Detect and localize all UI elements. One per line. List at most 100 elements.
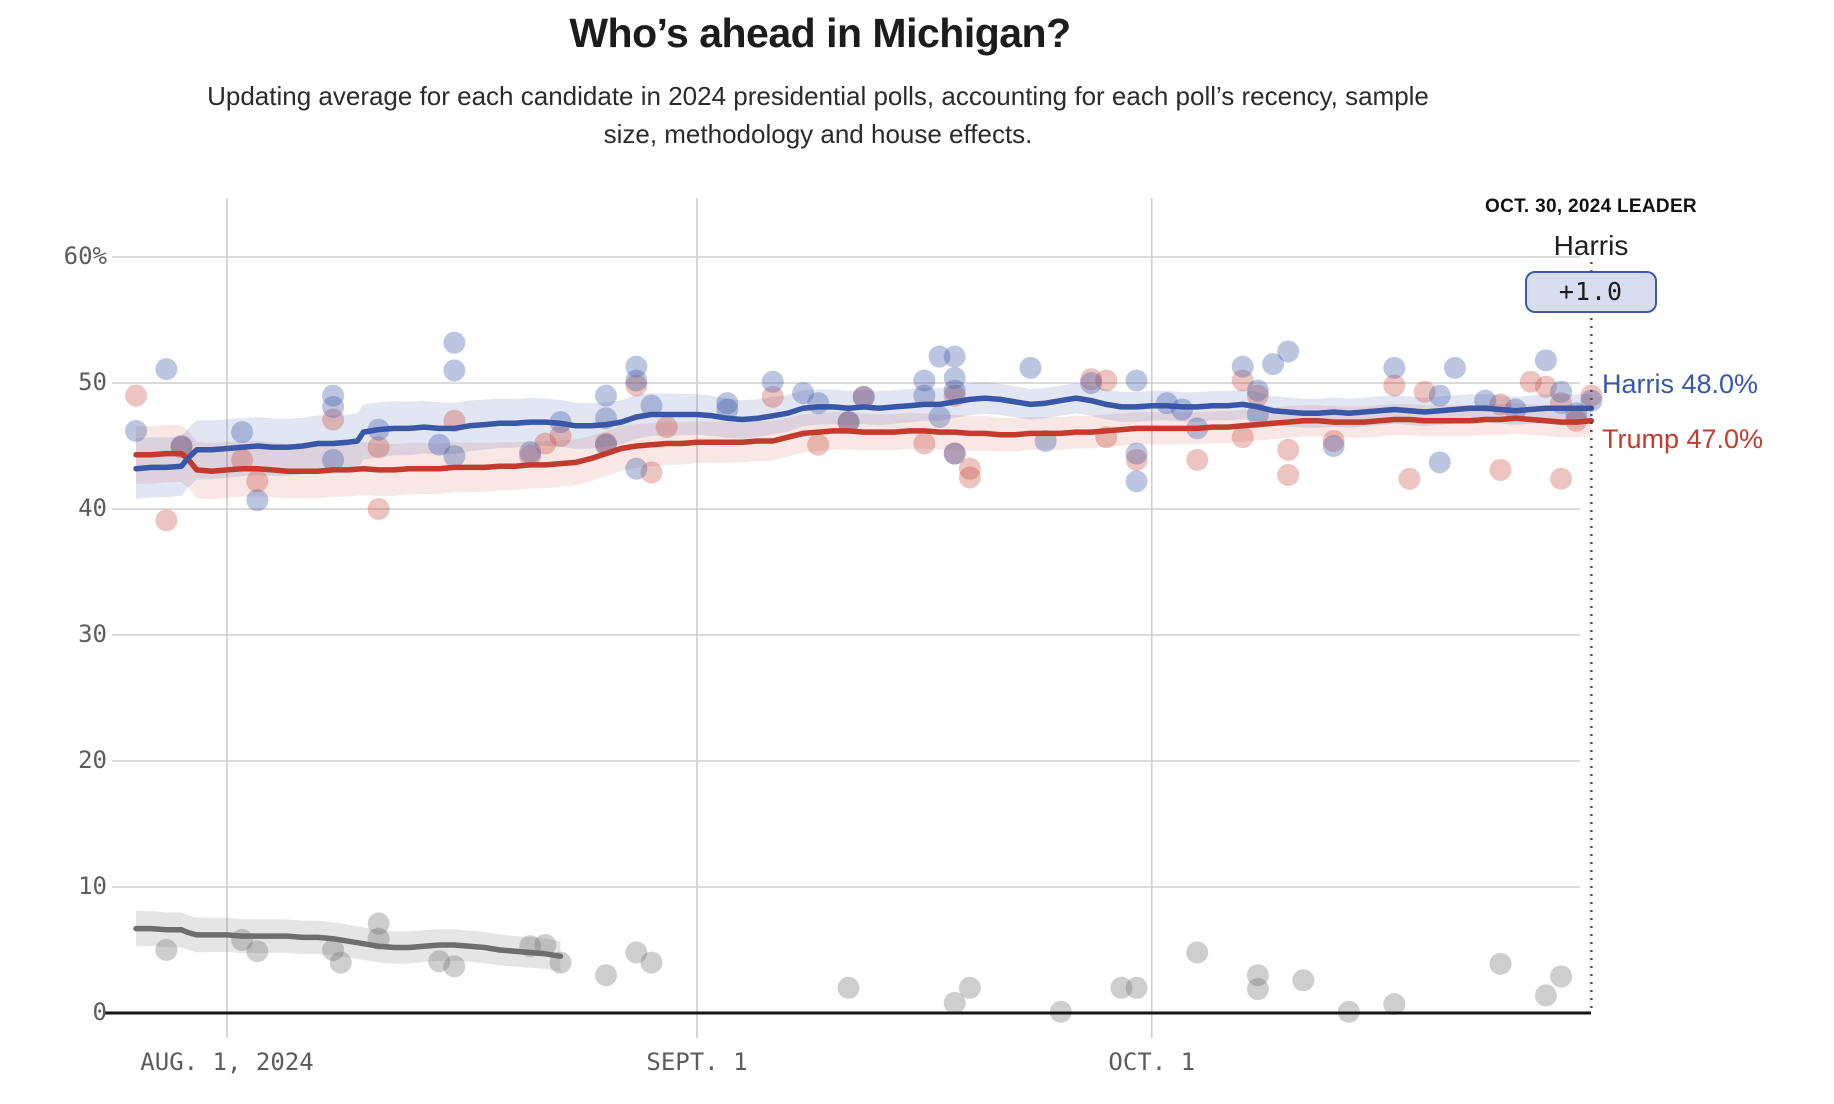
trump-poll-dot: [534, 432, 557, 455]
leader-name: Harris: [1553, 230, 1629, 261]
trump-poll-dot: [958, 457, 981, 480]
kennedy-poll-dot: [1550, 965, 1573, 988]
kennedy-poll-dot: [367, 912, 390, 935]
trump-poll-dot: [1322, 429, 1345, 452]
harris-poll-dot: [1125, 470, 1148, 493]
trump-poll-dot: [519, 445, 542, 468]
kennedy-poll-dot: [443, 955, 466, 978]
trump-poll-dot: [1398, 467, 1421, 490]
harris-poll-dot: [807, 392, 830, 415]
trump-poll-dot: [655, 416, 678, 439]
harris-poll-dot: [1383, 356, 1406, 379]
kennedy-poll-dot: [534, 933, 557, 956]
harris-poll-dot: [792, 382, 815, 405]
harris-poll-dot: [1231, 355, 1254, 378]
leader-margin-value: +1.0: [1558, 277, 1624, 306]
trump-poll-dot: [1383, 374, 1406, 397]
trump-poll-dot: [1095, 369, 1118, 392]
trump-poll-dot: [322, 408, 345, 431]
harris-poll-dot: [852, 385, 875, 408]
harris-poll-dot: [640, 394, 663, 417]
harris-poll-dot: [443, 331, 466, 354]
kennedy-poll-dot: [640, 951, 663, 974]
trump-poll-dot: [1246, 384, 1269, 407]
trump-poll-dot: [1413, 380, 1436, 403]
trump-poll-dot: [852, 385, 875, 408]
trump-poll-dot: [1080, 368, 1103, 391]
trump-end-label: Trump 47.0%: [1602, 424, 1764, 454]
trump-poll-dot: [1231, 369, 1254, 392]
trump-poll-dot: [837, 411, 860, 434]
trump-poll-dot: [1580, 384, 1603, 407]
harris-poll-dot: [322, 384, 345, 407]
x-tick-label: SEPT. 1: [646, 1048, 748, 1076]
harris-poll-dot: [913, 369, 936, 392]
kennedy-poll-dot: [837, 976, 860, 999]
harris-poll-dot: [519, 441, 542, 464]
kennedy-poll-dot: [322, 939, 345, 961]
trump-poll-dot: [1550, 467, 1573, 490]
y-tick-label: 30: [78, 620, 107, 648]
trump-poll-dot: [913, 432, 936, 455]
kennedy-poll-dot: [625, 941, 648, 964]
harris-poll-dot: [943, 366, 966, 389]
harris-poll-dot: [625, 369, 648, 392]
kennedy-poll-dot: [1246, 964, 1269, 987]
trump-poll-dot: [1186, 448, 1209, 471]
harris-poll-dot: [943, 442, 966, 465]
trump-poll-dot: [1489, 458, 1512, 481]
kennedy-poll-dot: [428, 950, 451, 973]
harris-poll-dot: [1428, 451, 1451, 474]
trump-poll-dot: [1277, 463, 1300, 486]
trump-poll-dot: [958, 466, 981, 489]
leader-margin-badge: +1.0: [1525, 271, 1657, 313]
y-tick-label: 40: [78, 494, 107, 522]
x-tick-label: AUG. 1, 2024: [140, 1048, 314, 1076]
trump-poll-dot: [1519, 370, 1542, 393]
page-subtitle: Updating average for each candidate in 2…: [207, 81, 1429, 149]
trump-poll-dot: [625, 374, 648, 397]
y-tick-label: 50: [78, 368, 107, 396]
harris-poll-dot: [1080, 372, 1103, 394]
leader-caption: OCT. 30, 2024 LEADER: [1485, 196, 1697, 217]
trump-poll-dot: [943, 442, 966, 465]
harris-poll-dot: [761, 370, 784, 393]
page-title: Who’s ahead in Michigan?: [569, 10, 1071, 56]
trump-poll-dot: [367, 498, 390, 520]
kennedy-poll-dot: [943, 991, 966, 1014]
harris-poll-dot: [1443, 356, 1466, 379]
trump-poll-dot: [549, 424, 572, 447]
trump-poll-dot: [761, 385, 784, 408]
kennedy-poll-dot: [595, 964, 617, 987]
harris-poll-dot: [928, 345, 951, 368]
kennedy-poll-dot: [1292, 969, 1315, 992]
harris-poll-dot: [1322, 435, 1345, 457]
harris-poll-dot: [322, 395, 345, 418]
harris-poll-dot: [1125, 442, 1148, 465]
kennedy-poll-dot: [1246, 978, 1269, 1001]
harris-poll-dot: [155, 358, 178, 381]
harris-poll-dot: [1550, 380, 1573, 403]
kennedy-poll-dot: [1383, 993, 1406, 1016]
kennedy-poll-dot: [329, 951, 352, 974]
harris-poll-dot: [1246, 379, 1269, 402]
kennedy-poll-dot: [1489, 952, 1512, 975]
kennedy-poll-dot: [155, 939, 178, 961]
trump-poll-dot: [640, 461, 663, 484]
harris-poll-dot: [1428, 384, 1451, 407]
harris-poll-dot: [428, 433, 451, 456]
harris-poll-dot: [625, 355, 648, 378]
trump-poll-dot: [1125, 448, 1148, 471]
harris-poll-dot: [1125, 369, 1148, 392]
kennedy-poll-dot: [1534, 984, 1557, 1007]
trump-poll-dot: [1231, 426, 1254, 449]
harris-poll-dot: [443, 359, 466, 382]
trump-poll-dot: [155, 509, 178, 532]
trump-poll-dot: [1277, 438, 1300, 461]
harris-poll-dot: [943, 379, 966, 402]
harris-band: [136, 382, 1592, 499]
harris-poll-dot: [625, 457, 648, 480]
kennedy-poll-dot: [1125, 976, 1148, 999]
y-tick-label: 60%: [63, 242, 107, 270]
